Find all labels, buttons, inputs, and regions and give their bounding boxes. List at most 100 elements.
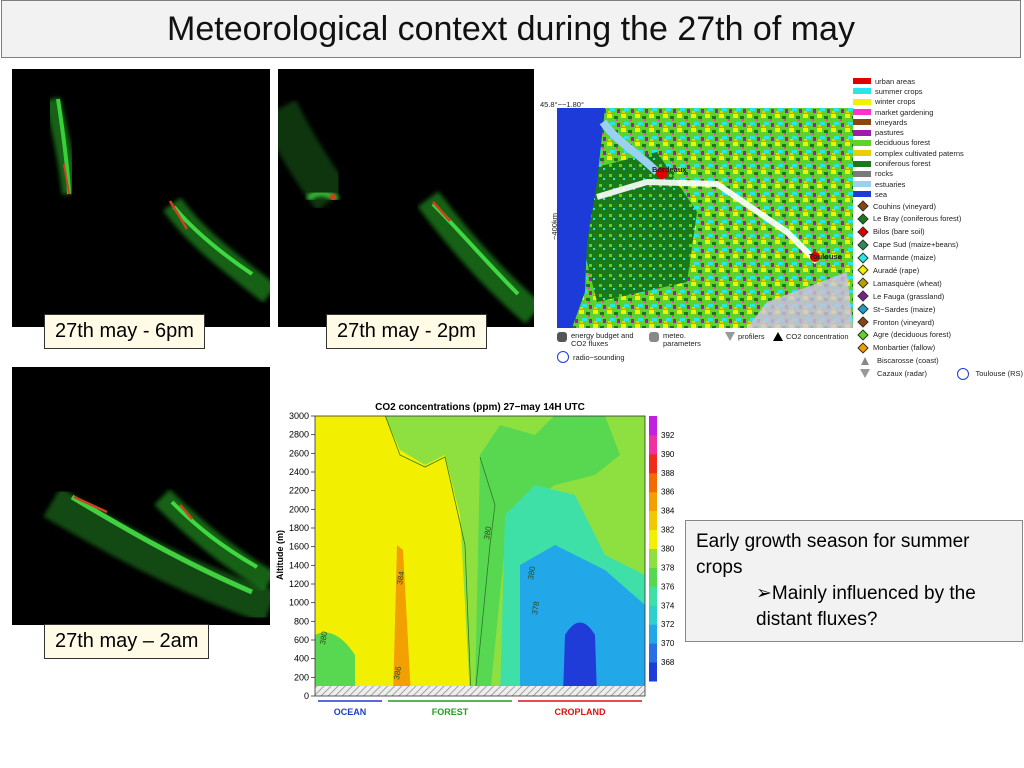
y-tick-label: 2600 (289, 448, 309, 458)
legend-site-item: Agre (deciduous forest) (853, 328, 1023, 341)
y-tick-label: 1600 (289, 542, 309, 552)
legend-landcover-item: coniferous forest (853, 158, 1023, 168)
legend-site-item: Le Fauga (grassland) (853, 290, 1023, 303)
symbol-co2: CO2 concentration (773, 332, 849, 341)
color-swatch (853, 88, 871, 95)
y-tick-label: 3000 (289, 411, 309, 421)
landcover-map: 45.8°−−1.80° −400km Bordeaux Toulouse en… (537, 72, 1023, 390)
legend-landcover-item: winter crops (853, 97, 1023, 107)
legend-landcover-item: vineyards (853, 117, 1023, 127)
plume-panel-2pm (278, 69, 534, 327)
legend-site-item: Cape Sud (maize+beans) (853, 238, 1023, 251)
legend-label: estuaries (875, 179, 906, 189)
diamond-icon (857, 277, 869, 290)
label-2am: 27th may – 2am (44, 624, 210, 659)
label-2pm: 27th may - 2pm (326, 314, 487, 349)
legend-label: summer crops (875, 86, 923, 96)
legend-label: Le Bray (coniferous forest) (873, 214, 962, 224)
map-legend: urban areas summer crops winter crops marke… (853, 76, 1023, 380)
color-swatch (853, 78, 871, 85)
legend-label: pastures (875, 128, 904, 138)
diamond-icon (857, 200, 869, 212)
colorbar-tick-label: 386 (661, 488, 675, 497)
colorbar-tick-label: 378 (661, 563, 675, 572)
y-tick-label: 1000 (289, 598, 309, 608)
landcover-map-image (557, 72, 1023, 390)
colorbar-cell (649, 548, 657, 568)
legend-label: deciduous forest (875, 138, 931, 148)
legend-label: complex cultivated paterns (875, 148, 964, 158)
contour-label: 380 (526, 565, 537, 580)
color-swatch (853, 139, 871, 146)
y-tick-label: 800 (294, 616, 309, 626)
y-tick-label: 600 (294, 635, 309, 645)
terrain (315, 686, 645, 696)
legend-site-item: Marmande (maize) (853, 251, 1023, 264)
landcover-legend: urban areas summer crops winter crops marke… (853, 76, 1023, 200)
plume-image-2pm (278, 100, 534, 324)
y-tick-label: 200 (294, 672, 309, 682)
legend-label: Le Fauga (grassland) (873, 291, 945, 301)
legend-label: Lamasquère (wheat) (873, 278, 942, 288)
diamond-icon (857, 226, 869, 238)
colorbar-tick-label: 376 (661, 582, 675, 591)
symbol-energy: energy budget and CO2 fluxes (557, 332, 647, 348)
colorbar-cell (649, 567, 657, 587)
plume-panel-6pm (12, 69, 270, 327)
legend-label: urban areas (875, 76, 916, 86)
colorbar: 368 370 372 374 376 378 380 382 384 386 388 390 392 (649, 416, 675, 682)
plume-panel-2am (12, 367, 270, 625)
colorbar-tick-label: 380 (661, 545, 675, 554)
colorbar-tick-label: 390 (661, 450, 675, 459)
colorbar-cell (649, 643, 657, 663)
y-tick-label: 1400 (289, 560, 309, 570)
diamond-icon (857, 316, 869, 328)
label-6pm: 27th may - 6pm (44, 314, 205, 349)
color-swatch (853, 160, 871, 167)
region-label: OCEAN (334, 707, 367, 717)
diamond-icon (857, 213, 869, 225)
legend-site-item: Auradé (rape) (853, 264, 1023, 277)
legend-label: winter crops (875, 97, 916, 107)
colorbar-tick-label: 392 (661, 431, 675, 440)
legend-label: vineyards (875, 117, 908, 127)
legend-site-item: Bilos (bare soil) (853, 225, 1023, 238)
contour-label: 380 (482, 525, 493, 540)
legend-label: Monbartier (fallow) (873, 343, 936, 353)
legend-label: Agre (deciduous forest) (873, 330, 951, 340)
colorbar-cell (649, 624, 657, 644)
legend-label: market gardening (875, 107, 934, 117)
legend-label: Couhins (vineyard) (873, 201, 936, 211)
color-swatch (853, 109, 871, 116)
legend-landcover-item: urban areas (853, 76, 1023, 86)
region-label: CROPLAND (555, 707, 606, 717)
diamond-icon (857, 329, 869, 341)
colorbar-cell (649, 529, 657, 549)
diamond-icon (857, 264, 869, 277)
region-label: FOREST (432, 707, 469, 717)
diamond-icon (857, 342, 869, 354)
note-box: Early growth season for summer crops ➢Ma… (685, 520, 1023, 642)
legend-site-item: Le Bray (coniferous forest) (853, 212, 1023, 225)
colorbar-tick-label: 382 (661, 526, 675, 535)
diamond-icon (857, 290, 869, 302)
colorbar-cell (649, 434, 657, 455)
legend-landcover-item: deciduous forest (853, 138, 1023, 148)
colorbar-tick-label: 370 (661, 639, 675, 648)
slide-title: Meteorological context during the 27th o… (1, 0, 1021, 58)
color-swatch (853, 129, 871, 136)
legend-instrument: Biscarosse (coast) (853, 354, 1023, 367)
y-tick-label: 2000 (289, 504, 309, 514)
colorbar-cell (649, 605, 657, 625)
contour-label: 386 (392, 665, 403, 680)
y-tick-label: 0 (304, 691, 309, 701)
colorbar-tick-label: 388 (661, 469, 675, 478)
symbol-radio: radio−sounding (557, 351, 625, 363)
color-swatch (853, 119, 871, 126)
legend-site-item: Monbartier (fallow) (853, 341, 1023, 354)
diamond-icon (857, 239, 869, 251)
triangle-icon (773, 332, 783, 341)
map-y-label: −400km (549, 213, 559, 240)
legend-label: Auradé (rape) (873, 265, 920, 275)
colorbar-tick-label: 374 (661, 601, 675, 610)
